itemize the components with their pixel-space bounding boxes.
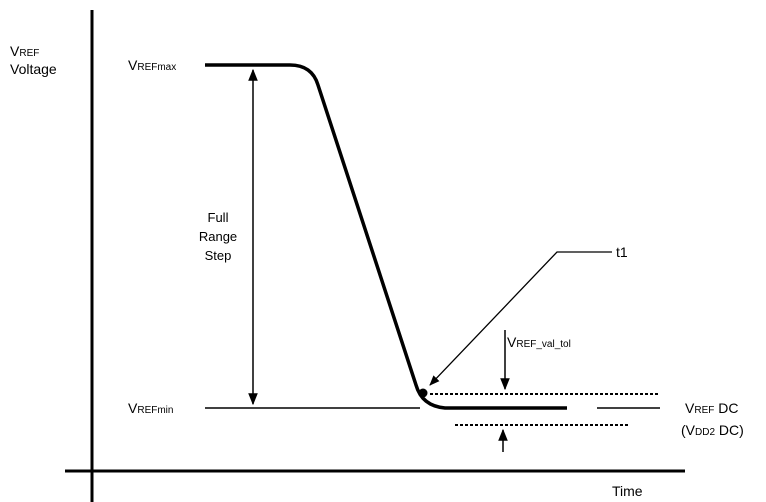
x-axis-label: Time [612, 483, 643, 499]
tolerance-label: VREF_val_tol [507, 334, 571, 350]
t1-label: t1 [616, 244, 628, 260]
vref-min-label: VREFmin [128, 400, 173, 416]
vdd2-dc-label: (VDD2 DC) [681, 422, 744, 438]
y-axis-label: VREF Voltage [10, 43, 57, 77]
vref-curve [205, 63, 567, 410]
step-label: Full Range Step [199, 210, 237, 263]
vref-max-label: VREFmax [128, 57, 176, 73]
vref-dc-label: VREF DC [685, 400, 738, 416]
t1-point [418, 388, 428, 398]
t1-pointer [429, 251, 612, 386]
drawing [65, 10, 685, 502]
